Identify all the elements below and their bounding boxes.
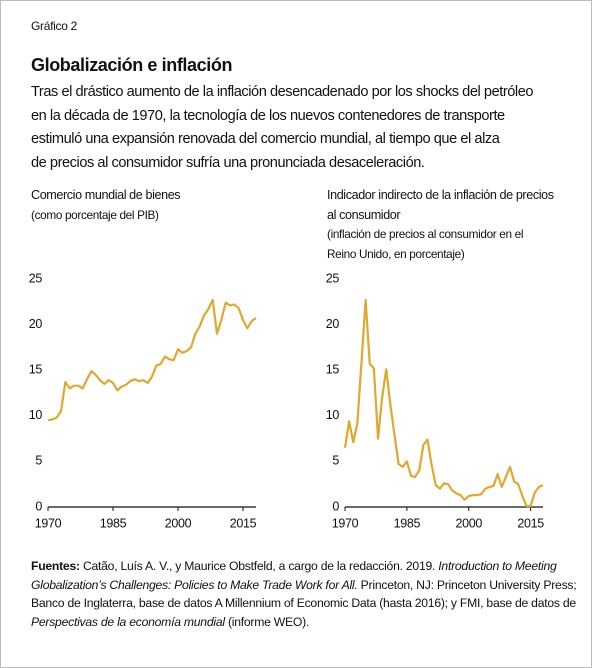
y-tick-label: 25	[29, 271, 43, 285]
x-tick-label: 1985	[394, 516, 421, 530]
panel-subtitle: (inflación de precios al consumidor en e…	[327, 227, 524, 241]
sources-text: Catão, Luís A. V., y Maurice Obstfeld, a…	[82, 559, 436, 573]
figure-title: Globalización e inflación	[31, 55, 233, 75]
x-tick-label: 2000	[455, 516, 482, 530]
x-tick-label: 2015	[230, 516, 257, 530]
sources-text: (informe WEO).	[227, 614, 310, 629]
y-tick-label: 20	[29, 317, 43, 331]
y-tick-label: 5	[332, 454, 339, 468]
sources-label: Fuentes:	[31, 559, 80, 573]
sources-text: Perspectivas de la economía mundial	[31, 614, 225, 629]
panel-subtitle: (como porcentaje del PIB)	[31, 207, 159, 222]
y-tick-label: 0	[35, 499, 42, 513]
y-tick-label: 10	[29, 408, 43, 422]
sources-text: Princeton, NJ: Princeton University Pres…	[31, 577, 577, 611]
description-line: Tras el drástico aumento de la inflación…	[31, 84, 534, 100]
description-line: en la década de 1970, la tecnología de l…	[31, 107, 505, 124]
panel-header: Comercio mundial de bienes (como porcenta…	[31, 186, 181, 225]
description: Tras el drástico aumento de la inflación…	[31, 81, 533, 175]
chart: 0 5 10 15 20 25 1970 1985 2000 2015	[326, 271, 545, 530]
x-tick-label: 1970	[332, 516, 359, 530]
sources-text: Introduction to Meeting Globalization’s …	[31, 559, 557, 592]
x-tick-label: 2015	[517, 516, 544, 530]
panel-title: Comercio mundial de bienes	[31, 188, 181, 202]
y-tick-label: 20	[326, 317, 340, 331]
y-tick-label: 10	[326, 408, 340, 422]
y-tick-label: 5	[35, 454, 42, 468]
chart: 0 5 10 15 20 25 1970 1985 2000 2015	[29, 271, 257, 530]
y-tick-label: 15	[326, 362, 340, 376]
x-tick-label: 2000	[165, 516, 192, 530]
data-line	[47, 298, 257, 422]
figure-label: Gráfico 2	[31, 19, 77, 33]
y-tick-label: 0	[332, 499, 339, 513]
panel-subtitle: Reino Unido, en porcentaje)	[327, 246, 465, 261]
data-line	[343, 298, 544, 508]
panel-subtitle: al consumidor	[327, 207, 401, 222]
panel-header: Indicador indirecto de la inflación de p…	[327, 186, 554, 264]
description-line: de precios al consumidor sufría una pron…	[31, 154, 425, 171]
x-tick-label: 1985	[100, 516, 127, 530]
y-tick-label: 25	[326, 271, 340, 285]
x-tick-label: 1970	[35, 516, 62, 530]
y-tick-label: 15	[29, 362, 43, 376]
description-line: estimuló una expansión renovada del come…	[31, 131, 500, 147]
sources: Fuentes: Catão, Luís A. V., y Maurice Ob…	[31, 557, 583, 631]
panel-title: Indicador indirecto de la inflación de p…	[327, 188, 554, 202]
